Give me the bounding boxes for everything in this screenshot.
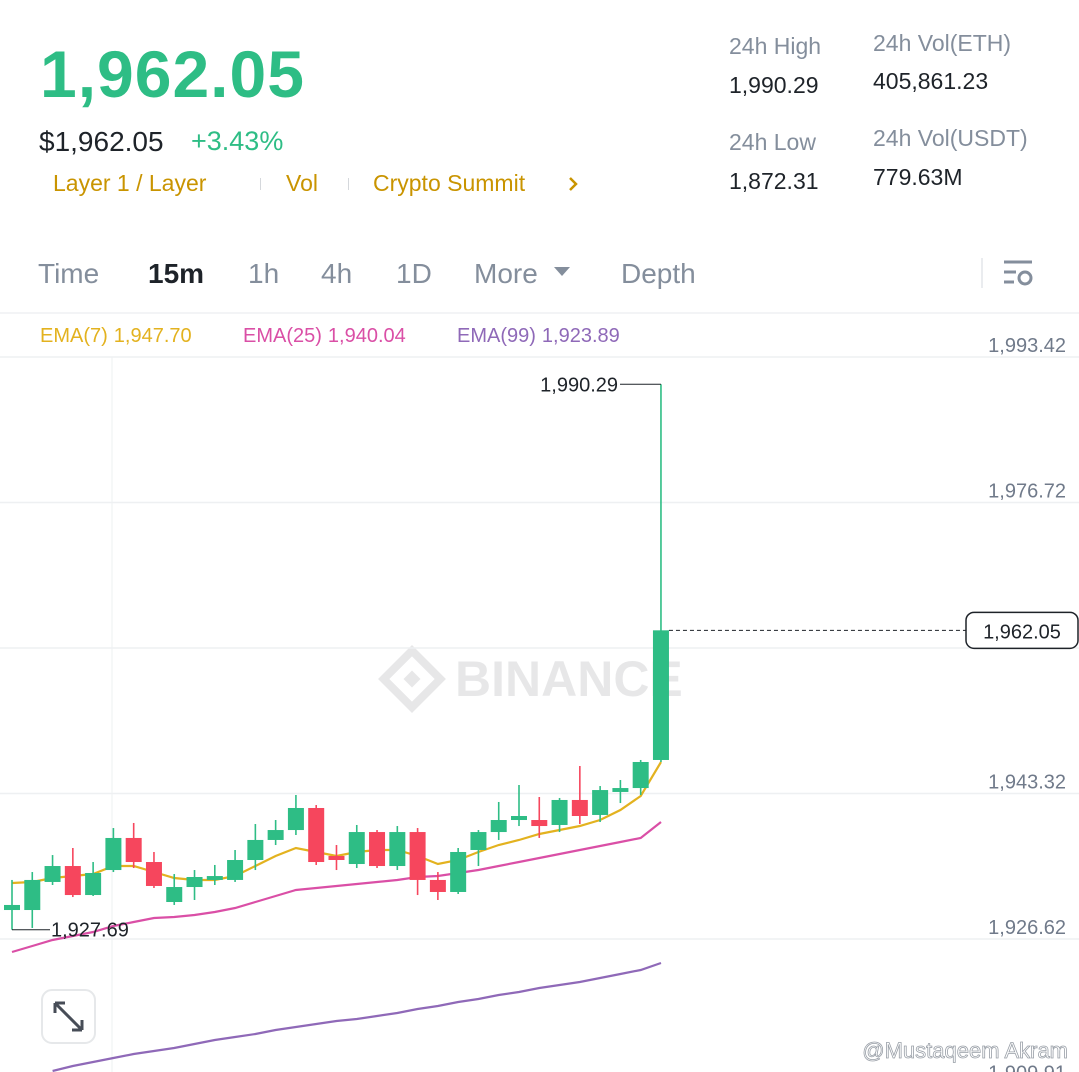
expand-icon — [53, 1001, 84, 1032]
last-price-box — [965, 611, 1079, 650]
stat-value: 1,990.29 — [729, 72, 819, 98]
candle-body — [450, 851, 467, 892]
y-tick-label: 1,993.42 — [988, 335, 1066, 357]
separator — [260, 178, 261, 190]
ema-line — [52, 961, 662, 1072]
candle-body — [511, 816, 527, 821]
dropdown-icon[interactable] — [553, 266, 571, 278]
candle-body — [125, 837, 142, 863]
candle-body — [409, 832, 426, 880]
divider — [0, 312, 1079, 314]
ema-legend: EMA(25) 1,940.04 — [243, 325, 406, 347]
candle-body — [267, 830, 284, 840]
candle-body — [247, 839, 264, 861]
fiat-price: $1,962.05 — [39, 126, 164, 157]
legend-value: 1,940.04 — [328, 325, 406, 347]
y-tick-label: 1,926.62 — [988, 917, 1066, 939]
candle-body — [4, 904, 20, 911]
watermark-text: BINANCE — [455, 651, 683, 707]
candle-body — [24, 879, 41, 911]
candle-body — [105, 837, 122, 871]
stat-label: 24h High — [729, 33, 822, 59]
stat-value: 405,861.23 — [873, 68, 989, 94]
candle-body — [531, 820, 548, 827]
settings-icon[interactable] — [1002, 258, 1036, 290]
tab[interactable]: 1h — [248, 258, 280, 289]
watermark: BINANCE — [378, 645, 683, 713]
candle-body — [348, 832, 365, 865]
candle-body — [145, 862, 162, 886]
stat-label: 24h Vol(ETH) — [873, 30, 1012, 56]
candle-body — [287, 807, 304, 831]
candle-body — [186, 876, 203, 888]
ema-legend: EMA(99) 1,923.89 — [457, 325, 620, 347]
legend-value: 1,947.70 — [114, 325, 192, 347]
legend-name: EMA(7) — [40, 325, 108, 347]
tab[interactable]: 4h — [321, 258, 353, 289]
y-tick-label: 1,976.72 — [988, 481, 1066, 503]
candle-body — [369, 832, 386, 867]
stat-label: 24h Vol(USDT) — [873, 125, 1028, 151]
divider — [981, 258, 983, 288]
last-price-label: 1,962.05 — [983, 621, 1061, 643]
candle-body — [166, 887, 183, 903]
tag[interactable]: Crypto Summit — [373, 170, 526, 196]
ema-legend: EMA(7) 1,947.70 — [40, 325, 192, 347]
last-price: 1,962.05 — [40, 37, 305, 111]
low-marker-label: 1,927.69 — [51, 920, 129, 942]
candle-body — [206, 876, 223, 880]
candle-body — [64, 866, 81, 896]
candle-body — [592, 790, 609, 815]
candle-body — [227, 860, 244, 880]
candle-body — [429, 879, 446, 892]
candle-body — [551, 799, 568, 825]
legend-name: EMA(99) — [457, 325, 536, 347]
candle-body — [389, 832, 406, 867]
tab[interactable]: Time — [38, 258, 100, 289]
tag[interactable]: Layer 1 / Layer — [53, 170, 207, 196]
high-marker-label: 1,990.29 — [540, 374, 618, 396]
separator — [348, 178, 349, 190]
candle-body — [328, 856, 345, 861]
candle-body — [612, 788, 629, 792]
stat-value: 1,872.31 — [729, 168, 819, 194]
y-tick-label: 1,909.91 — [988, 1063, 1066, 1072]
candle-body — [470, 832, 487, 850]
ema-line — [11, 821, 662, 954]
stat-label: 24h Low — [729, 129, 816, 155]
candle-body — [652, 630, 669, 760]
tab[interactable]: 15m — [148, 258, 205, 289]
candle-body — [632, 761, 649, 789]
chevron-icon[interactable] — [566, 175, 582, 193]
candle-body — [85, 872, 102, 896]
tab[interactable]: Depth — [621, 258, 696, 289]
stat-value: 779.63M — [873, 164, 963, 190]
tab[interactable]: More — [474, 258, 538, 289]
legend-name: EMA(25) — [243, 325, 322, 347]
candle-body — [490, 820, 507, 833]
candle-body — [44, 866, 61, 882]
credit: @Mustaqeem Akram — [862, 1038, 1068, 1063]
tag[interactable]: Vol — [286, 170, 318, 196]
price-change: +3.43% — [191, 126, 284, 156]
tab[interactable]: 1D — [396, 258, 432, 289]
candle-body — [571, 799, 588, 817]
y-tick-label: 1,943.32 — [988, 772, 1066, 794]
candle-body — [308, 807, 325, 863]
legend-value: 1,923.89 — [542, 325, 620, 347]
